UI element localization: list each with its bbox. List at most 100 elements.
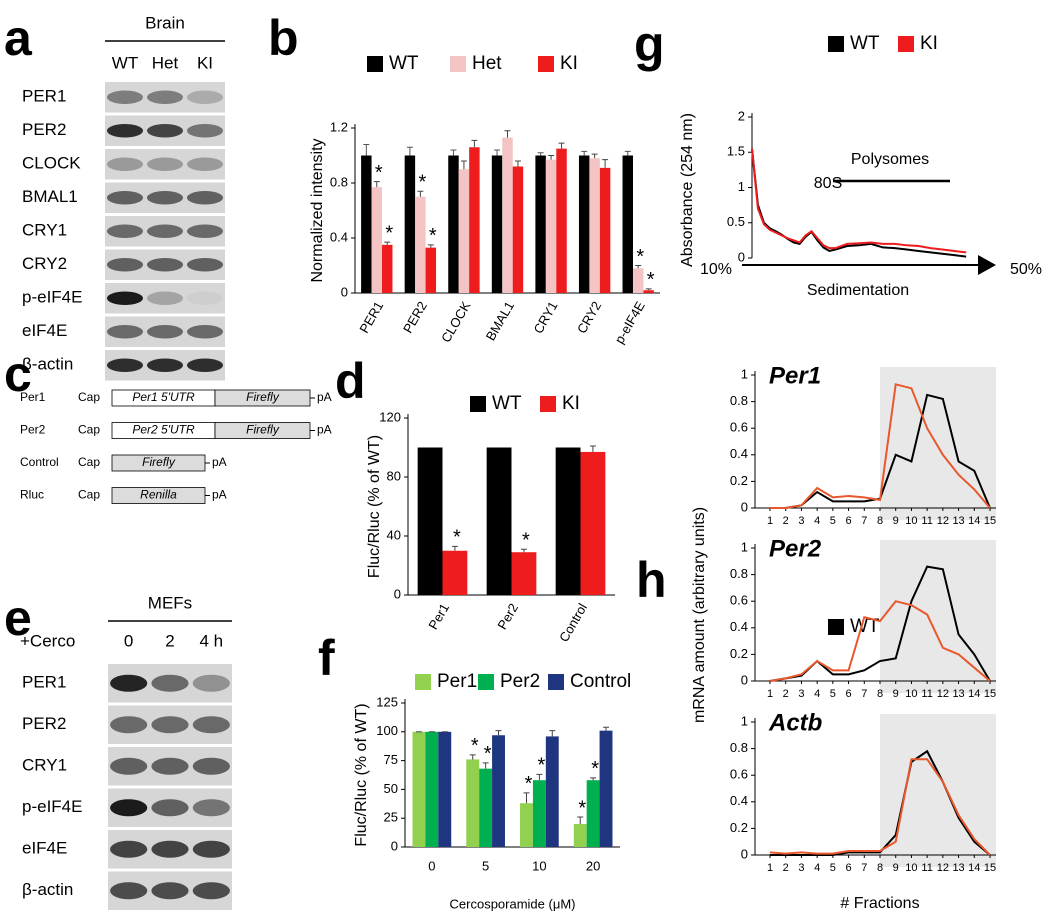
x-axis-title: Sedimentation bbox=[807, 282, 909, 299]
construct-part: Firefly bbox=[246, 390, 280, 404]
bar bbox=[632, 268, 644, 293]
protein-label: β-actin bbox=[22, 880, 73, 899]
y-tick-label: 25 bbox=[384, 810, 398, 825]
legend-swatch bbox=[548, 674, 564, 690]
band bbox=[151, 882, 189, 900]
legend-swatch bbox=[478, 674, 494, 690]
significance-mark: * bbox=[471, 735, 479, 757]
band bbox=[147, 258, 183, 272]
band bbox=[147, 157, 183, 171]
y-tick-label: 75 bbox=[384, 752, 398, 767]
x-tick-label: 3 bbox=[798, 515, 804, 527]
protein-label: CLOCK bbox=[22, 154, 81, 173]
y-tick-label: 0.6 bbox=[730, 767, 748, 782]
panel-letter: d bbox=[335, 353, 366, 409]
y-tick-label: 1 bbox=[741, 713, 748, 728]
legend-label: Per1 bbox=[437, 671, 477, 692]
x-tick-label: 6 bbox=[846, 515, 852, 527]
y-tick-label: 0.6 bbox=[730, 593, 748, 608]
band bbox=[151, 799, 189, 817]
protein-label: p-eIF4E bbox=[22, 797, 82, 816]
legend-swatch bbox=[828, 619, 844, 635]
y-tick-label: 0.6 bbox=[730, 420, 748, 435]
band bbox=[110, 840, 148, 858]
bar bbox=[599, 730, 613, 847]
arrow-head bbox=[978, 255, 996, 275]
y-axis-title: mRNA amount (arbitrary units) bbox=[691, 507, 708, 723]
x-tick-label: 9 bbox=[893, 688, 899, 700]
significance-mark: * bbox=[578, 797, 586, 819]
lane-label: KI bbox=[197, 53, 213, 72]
y-tick-label: 0.5 bbox=[727, 214, 745, 229]
x-tick-label: 7 bbox=[861, 515, 867, 527]
x-tick-label: 7 bbox=[861, 862, 867, 874]
panel-letter: e bbox=[4, 590, 32, 646]
panel-title: Per2 bbox=[769, 535, 822, 562]
band bbox=[192, 799, 230, 817]
lane-label: 2 bbox=[165, 631, 174, 650]
error-bar bbox=[417, 190, 424, 197]
bar bbox=[578, 155, 590, 293]
error-bar bbox=[645, 288, 652, 291]
error-bar bbox=[523, 792, 530, 804]
tail-label: pA bbox=[212, 455, 227, 469]
y-axis-title: Fluc/Rluc (% of WT) bbox=[366, 435, 383, 578]
error-bar bbox=[549, 730, 556, 737]
error-bar bbox=[635, 265, 642, 269]
significance-mark: * bbox=[636, 246, 644, 268]
legend-label: KI bbox=[562, 393, 580, 414]
x-tick-label: 10 bbox=[905, 862, 917, 874]
y-tick-label: 0 bbox=[741, 846, 748, 861]
panel-title: Per1 bbox=[769, 362, 821, 389]
significance-mark: * bbox=[375, 162, 383, 184]
x-tick-label: 13 bbox=[952, 515, 964, 527]
legend-label: Control bbox=[570, 671, 631, 692]
band bbox=[107, 291, 143, 305]
x-tick-label: 3 bbox=[798, 688, 804, 700]
x-tick-label: 4 bbox=[814, 688, 820, 700]
y-tick-label: 0 bbox=[394, 586, 401, 601]
band bbox=[151, 840, 189, 858]
line bbox=[769, 600, 991, 682]
legend-swatch bbox=[540, 396, 556, 412]
protein-label: PER1 bbox=[22, 673, 66, 692]
y-tick-label: 0 bbox=[341, 284, 348, 299]
x-tick-label: 12 bbox=[937, 862, 949, 874]
error-bar bbox=[460, 160, 467, 170]
band bbox=[147, 90, 183, 104]
bar bbox=[442, 550, 468, 595]
bar bbox=[643, 290, 654, 293]
x-tick-label: 11 bbox=[921, 515, 932, 527]
lane-label: 0 bbox=[124, 631, 133, 650]
x-tick-label: 12 bbox=[937, 688, 949, 700]
band bbox=[187, 124, 223, 138]
legend-label: Per2 bbox=[500, 671, 540, 692]
legend-swatch bbox=[415, 674, 431, 690]
band bbox=[192, 716, 230, 734]
panel-title: Actb bbox=[768, 709, 822, 736]
band bbox=[110, 757, 148, 775]
band bbox=[192, 674, 230, 692]
cap-label: Cap bbox=[78, 390, 100, 404]
x-tick-label: 1 bbox=[767, 515, 773, 527]
annotation: 80S bbox=[814, 175, 842, 192]
error-bar bbox=[427, 244, 434, 248]
band bbox=[107, 224, 143, 238]
panel-letter: g bbox=[634, 16, 665, 72]
x-tick-label: 5 bbox=[830, 862, 836, 874]
x-axis-title: # Fractions bbox=[840, 895, 919, 912]
band bbox=[147, 358, 183, 372]
error-bar bbox=[548, 155, 555, 160]
x-tick-label: 9 bbox=[893, 862, 899, 874]
y-tick-label: 0.8 bbox=[330, 174, 348, 189]
x-tick-label: 0 bbox=[428, 858, 435, 873]
error-bar bbox=[373, 181, 380, 188]
error-bar bbox=[450, 149, 457, 156]
x-tick-label: 20 bbox=[586, 858, 600, 873]
error-bar bbox=[581, 150, 588, 156]
x-axis-title: Cercosporamide (μM) bbox=[450, 896, 576, 911]
bar bbox=[469, 147, 480, 293]
y-tick-label: 0 bbox=[741, 672, 748, 687]
error-bar bbox=[514, 160, 521, 167]
bar bbox=[486, 447, 512, 595]
